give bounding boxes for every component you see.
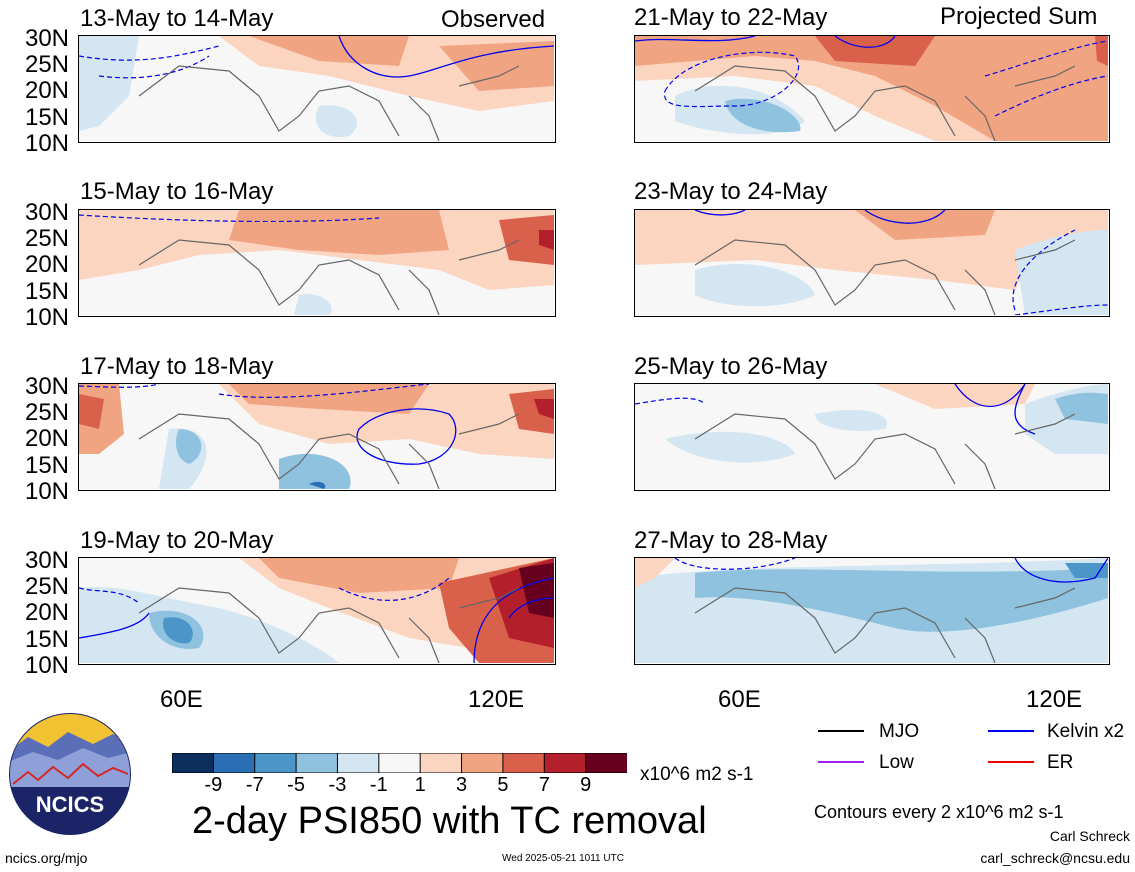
legend-line-mjo bbox=[818, 730, 864, 732]
colorbar-swatch bbox=[254, 752, 298, 774]
lon-label: 60E bbox=[718, 686, 761, 713]
colorbar-tick-label: 7 bbox=[538, 774, 550, 796]
panel-title-7: 25-May to 26-May bbox=[634, 353, 828, 380]
lon-label: 120E bbox=[468, 686, 525, 713]
contours-note: Contours every 2 x10^6 m2 s-1 bbox=[814, 802, 1064, 822]
ncics-logo: NCICS bbox=[8, 712, 132, 836]
author-name: Carl Schreck bbox=[1049, 828, 1130, 844]
colorbar-swatch bbox=[171, 752, 215, 774]
colorbar-swatch bbox=[336, 752, 380, 774]
colorbar-swatch bbox=[543, 752, 587, 774]
colorbar-tick-label: -9 bbox=[204, 774, 223, 796]
legend-label-mjo: MJO bbox=[879, 721, 920, 742]
colorbar bbox=[171, 752, 629, 774]
panel-title-1: 13-May to 14-May bbox=[80, 5, 274, 32]
map-panel-2 bbox=[78, 209, 556, 317]
legend-line-er bbox=[988, 761, 1034, 763]
main-title: 2-day PSI850 with TC removal bbox=[192, 800, 707, 842]
projected-header: Projected Sum bbox=[940, 3, 1098, 30]
site-link[interactable]: ncics.org/mjo bbox=[5, 850, 88, 866]
legend-label-kelvin: Kelvin x2 bbox=[1047, 721, 1125, 742]
colorbar-swatch bbox=[295, 752, 339, 774]
lon-label: 120E bbox=[1026, 686, 1083, 713]
lat-label: 15N bbox=[24, 452, 69, 479]
legend-line-kelvin bbox=[988, 730, 1034, 732]
colorbar-tick-label: 1 bbox=[414, 774, 426, 796]
colorbar-tick-label: -5 bbox=[287, 774, 305, 796]
panel-title-5: 21-May to 22-May bbox=[634, 4, 828, 31]
colorbar-tick-label: -3 bbox=[328, 774, 347, 796]
colorbar-tick-label: -1 bbox=[369, 774, 388, 796]
colorbar-tick-label: 5 bbox=[497, 774, 509, 796]
timestamp: Wed 2025-05-21 1011 UTC bbox=[502, 853, 624, 864]
map-panel-4 bbox=[78, 557, 556, 665]
lat-label: 10N bbox=[24, 130, 69, 157]
panel-title-2: 15-May to 16-May bbox=[80, 178, 274, 205]
colorbar-swatch bbox=[378, 752, 422, 774]
map-panel-7 bbox=[634, 383, 1110, 491]
author-email: carl_schreck@ncsu.edu bbox=[980, 850, 1130, 866]
colorbar-swatch bbox=[212, 752, 256, 774]
lat-label: 10N bbox=[24, 478, 69, 505]
colorbar-tick-label: 9 bbox=[580, 774, 592, 796]
map-panel-8 bbox=[634, 557, 1110, 665]
lat-label: 25N bbox=[24, 399, 69, 426]
lat-label: 30N bbox=[24, 25, 69, 52]
lat-label: 10N bbox=[24, 304, 69, 331]
colorbar-units: x10^6 m2 s-1 bbox=[640, 764, 754, 785]
map-panel-5 bbox=[634, 35, 1110, 143]
lat-label: 25N bbox=[24, 225, 69, 252]
panel-title-3: 17-May to 18-May bbox=[80, 353, 274, 380]
colorbar-swatch bbox=[461, 752, 504, 774]
lat-label: 20N bbox=[24, 599, 69, 626]
lat-label: 25N bbox=[24, 573, 69, 600]
colorbar-swatch bbox=[419, 752, 463, 774]
lat-label: 20N bbox=[24, 77, 69, 104]
legend-line-low bbox=[818, 761, 864, 763]
colorbar-swatch bbox=[585, 752, 629, 774]
lat-label: 30N bbox=[24, 373, 69, 400]
lat-label: 15N bbox=[24, 278, 69, 305]
map-panel-6 bbox=[634, 209, 1110, 317]
lat-label: 15N bbox=[24, 104, 69, 131]
panel-title-8: 27-May to 28-May bbox=[634, 527, 828, 554]
panel-title-6: 23-May to 24-May bbox=[634, 178, 828, 205]
lat-label: 10N bbox=[24, 652, 69, 679]
lat-label: 30N bbox=[24, 547, 69, 574]
lat-label: 20N bbox=[24, 425, 69, 452]
logo-text: NCICS bbox=[36, 792, 104, 817]
colorbar-swatch bbox=[502, 752, 546, 774]
colorbar-tick-label: -7 bbox=[245, 774, 264, 796]
observed-header: Observed bbox=[441, 6, 546, 33]
lat-label: 25N bbox=[24, 51, 69, 78]
panel-title-4: 19-May to 20-May bbox=[80, 527, 274, 554]
lat-label: 15N bbox=[24, 626, 69, 653]
legend-label-low: Low bbox=[879, 752, 914, 773]
map-panel-1 bbox=[78, 35, 556, 143]
lat-label: 30N bbox=[24, 199, 69, 226]
map-panel-3 bbox=[78, 383, 556, 491]
colorbar-tick-label: 3 bbox=[455, 774, 468, 796]
lat-label: 20N bbox=[24, 251, 69, 278]
lon-label: 60E bbox=[160, 686, 203, 713]
legend-label-er: ER bbox=[1047, 752, 1074, 773]
